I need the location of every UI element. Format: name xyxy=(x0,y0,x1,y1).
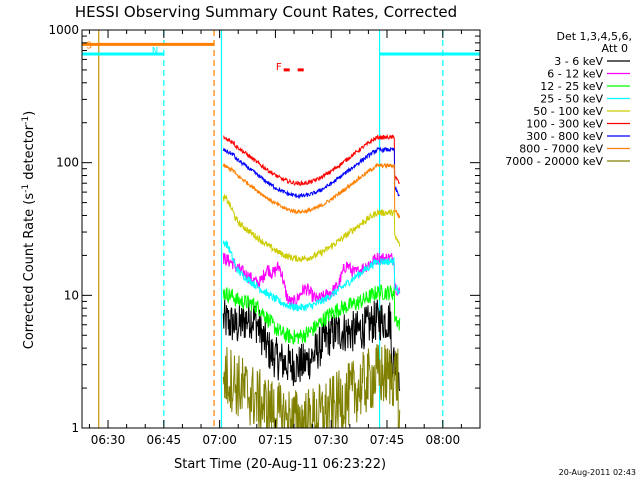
series-line-6 xyxy=(222,146,400,200)
y-tick-label: 10 xyxy=(64,288,79,302)
legend-label-6: 300 - 800 keV xyxy=(526,130,603,143)
plot-frame xyxy=(81,29,481,429)
series-line-5 xyxy=(223,133,401,187)
x-axis-ticks: 06:30 06:45 07:00 07:15 07:30 07:45 08:00 xyxy=(88,30,481,447)
legend-header-1: Det 1,3,4,5,6, xyxy=(556,30,632,43)
y-label-part-main: Corrected Count Rate (s xyxy=(22,193,37,350)
x-tick-label: 06:45 xyxy=(147,433,182,447)
series-line-3 xyxy=(222,240,401,313)
series-line-7 xyxy=(222,162,401,219)
flag-label-S: S xyxy=(86,40,92,51)
vertical-markers xyxy=(98,30,444,428)
axes xyxy=(81,29,481,429)
x-tick-label: 06:30 xyxy=(91,433,126,447)
flag-bars: S N F xyxy=(82,40,480,73)
data-series xyxy=(222,133,401,429)
series-line-2 xyxy=(222,284,401,345)
flag-label-F: F xyxy=(276,62,282,73)
y-label-part-mid: detector xyxy=(22,124,37,184)
legend-label-3: 25 - 50 keV xyxy=(540,93,603,106)
legend-label-1: 6 - 12 keV xyxy=(547,68,603,81)
chart-title: HESSI Observing Summary Count Rates, Cor… xyxy=(75,3,457,21)
y-axis-ticks: 1 10 100 1000 xyxy=(48,23,480,435)
y-tick-label: 1000 xyxy=(48,23,79,37)
y-label-sup-1: -1 xyxy=(21,184,31,193)
x-axis-label: Start Time (20-Aug-11 06:23:22) xyxy=(174,457,386,472)
series-line-8 xyxy=(222,344,401,429)
x-tick-label: 07:45 xyxy=(370,433,405,447)
x-tick-label: 08:00 xyxy=(426,433,461,447)
y-label-sup-2: -1 xyxy=(21,116,31,125)
x-tick-label: 07:30 xyxy=(314,433,349,447)
legend-label-8: 7000 - 20000 keV xyxy=(505,155,603,168)
legend-label-4: 50 - 100 keV xyxy=(533,105,603,118)
y-axis-label: Corrected Count Rate (s-1 detector-1) xyxy=(21,111,37,349)
x-tick-label: 07:15 xyxy=(258,433,293,447)
timestamp: 20-Aug-2011 02:43 xyxy=(559,468,636,477)
legend-label-7: 800 - 7000 keV xyxy=(519,143,603,156)
series-line-0 xyxy=(222,299,401,392)
legend-label-5: 100 - 300 keV xyxy=(526,118,603,131)
y-tick-label: 100 xyxy=(56,156,79,170)
legend-label-0: 3 - 6 keV xyxy=(554,55,603,68)
y-tick-label: 1 xyxy=(71,421,79,435)
series-line-4 xyxy=(222,193,401,263)
y-label-part-end: ) xyxy=(22,111,37,116)
legend-header-2: Att 0 xyxy=(602,42,628,55)
x-tick-label: 07:00 xyxy=(202,433,237,447)
flag-label-N: N xyxy=(152,46,158,57)
legend-label-2: 12 - 25 keV xyxy=(540,80,603,93)
